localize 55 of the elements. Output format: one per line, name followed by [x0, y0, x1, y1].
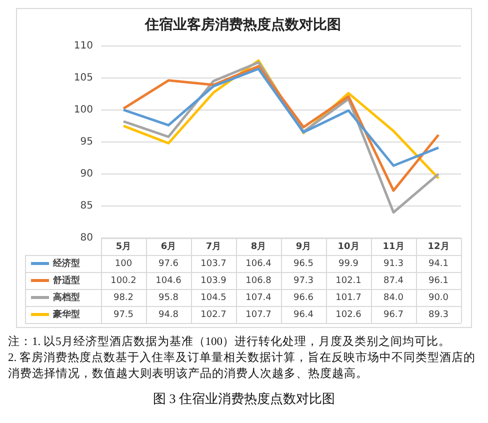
data-label: 102.1 [336, 276, 362, 286]
data-label: 102.7 [200, 310, 226, 320]
y-tick-label: 95 [80, 136, 93, 148]
legend-label: 舒适型 [52, 274, 80, 286]
data-label: 96.4 [293, 310, 314, 320]
data-label: 97.5 [113, 310, 134, 320]
data-label: 102.6 [336, 310, 362, 320]
y-tick-label: 85 [80, 200, 93, 212]
data-label: 100 [114, 258, 132, 269]
data-label: 96.5 [293, 258, 314, 269]
caption: 图 3 住宿业消费热度点数对比图 [152, 390, 336, 408]
data-label: 107.4 [246, 292, 272, 303]
data-label: 90.0 [428, 292, 449, 303]
data-label: 91.3 [383, 258, 404, 269]
data-label: 97.3 [293, 276, 314, 286]
data-label: 94.8 [158, 310, 179, 320]
chart-title: 住宿业客房消费热度点数对比图 [144, 16, 341, 34]
x-tick-label: 11月 [382, 240, 404, 252]
text: 注：1. 以5月经济型酒店数据为基准（100）进行转化处理，月度及类别之间均可比。 [8, 334, 452, 350]
x-tick-label: 12月 [428, 240, 450, 252]
x-tick-label: 9月 [296, 240, 312, 252]
data-label: 96.6 [293, 292, 314, 303]
data-label: 89.3 [428, 310, 449, 320]
data-label: 99.9 [338, 258, 359, 269]
y-tick-label: 80 [80, 232, 93, 244]
x-tick-label: 7月 [206, 240, 222, 252]
data-label: 103.7 [200, 258, 226, 269]
data-label: 94.1 [428, 258, 449, 269]
legend-label: 经济型 [52, 258, 80, 269]
y-tick-label: 110 [74, 40, 93, 52]
data-label: 87.4 [383, 276, 404, 286]
data-label: 104.5 [200, 292, 226, 303]
y-tick-label: 90 [80, 168, 93, 180]
y-tick-label: 105 [74, 72, 93, 84]
data-label: 96.1 [428, 276, 449, 286]
x-tick-label: 6月 [160, 240, 176, 252]
data-label: 96.7 [383, 310, 404, 320]
x-tick-label: 10月 [338, 240, 360, 252]
y-tick-label: 100 [74, 104, 93, 116]
data-label: 98.2 [113, 292, 134, 303]
legend-label: 豪华型 [52, 308, 80, 320]
text: 2. 客房消费热度点数基于入住率及订单量相关数据计算，旨在反映市场中不同类型酒店的消费选择情况，数值越大则表明该产品的消费人次越多、热度越高。 [8, 350, 476, 382]
data-label: 84.0 [383, 292, 404, 303]
data-label: 100.2 [110, 276, 136, 286]
x-tick-label: 8月 [250, 240, 266, 252]
data-label: 104.6 [156, 276, 182, 286]
data-label: 95.8 [158, 292, 179, 303]
legend-label: 高档型 [53, 292, 80, 303]
data-label: 107.7 [246, 310, 272, 320]
data-label: 101.7 [336, 292, 362, 303]
x-tick-label: 5月 [116, 240, 132, 252]
data-label: 106.8 [246, 276, 272, 286]
data-label: 106.4 [246, 258, 272, 269]
data-label: 97.6 [158, 258, 179, 269]
data-label: 103.9 [200, 276, 227, 286]
